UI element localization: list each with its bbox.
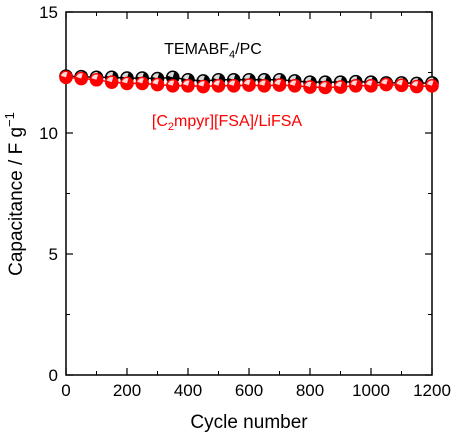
data-point-highlight	[122, 78, 129, 84]
data-point-highlight	[274, 79, 281, 86]
data-point	[120, 76, 134, 91]
data-point-highlight	[198, 75, 205, 81]
data-point	[425, 79, 439, 93]
data-point-highlight	[411, 81, 419, 87]
data-point	[211, 79, 226, 93]
data-point-highlight	[152, 79, 159, 85]
data-point-highlight	[335, 81, 342, 88]
data-point-highlight	[152, 73, 159, 79]
y-axis-title: Capacitance / F g−1	[2, 112, 27, 276]
series-1	[59, 70, 439, 95]
data-point-highlight	[350, 80, 358, 86]
data-point-highlight	[167, 80, 175, 86]
data-point-highlight	[167, 72, 175, 78]
data-point	[104, 75, 119, 89]
y-tick-label: 5	[49, 245, 58, 264]
plot-frame	[65, 11, 433, 376]
data-point	[379, 77, 394, 92]
data-point-highlight	[366, 80, 373, 86]
data-point-highlight	[320, 82, 327, 88]
x-tick-label: 0	[61, 381, 70, 400]
data-point	[59, 70, 73, 85]
data-point-highlight	[228, 80, 236, 86]
data-point	[333, 80, 348, 94]
data-point	[409, 79, 424, 94]
axes	[65, 11, 433, 376]
data-point-highlight	[106, 76, 114, 83]
data-point	[226, 79, 241, 93]
data-point	[364, 79, 378, 93]
data-point	[89, 72, 104, 87]
data-point-highlight	[396, 80, 403, 86]
data-point-highlight	[213, 74, 220, 80]
annotation-red-sub: 2	[168, 121, 174, 133]
data-point-highlight	[228, 74, 236, 80]
data-point	[287, 79, 302, 93]
data-point	[150, 77, 165, 92]
data-point-highlight	[427, 80, 434, 86]
data-point-highlight	[244, 79, 251, 86]
data-point	[135, 76, 150, 91]
x-axis-title: Cycle number	[190, 412, 308, 433]
data-point	[272, 78, 287, 92]
data-point-highlight	[289, 80, 297, 86]
x-tick-label: 1000	[352, 381, 390, 400]
data-point	[74, 71, 89, 86]
data-point	[165, 79, 180, 93]
data-point-highlight	[305, 81, 312, 88]
annotation-temabf4-pc: TEMABF4/PC	[164, 41, 262, 61]
annotation-black-post: /PC	[235, 41, 262, 58]
annotation-black-sub: 4	[229, 49, 235, 61]
data-point-highlight	[198, 81, 205, 87]
data-point-highlight	[137, 78, 144, 84]
data-point-highlight	[213, 80, 220, 86]
data-point	[257, 79, 272, 93]
annotation-black-pre: TEMABF	[164, 41, 229, 58]
annotation-c2mpyr-fsa-lifsa: [C2mpyr][FSA]/LiFSA	[152, 113, 302, 133]
data-point	[303, 80, 317, 94]
data-series	[59, 69, 439, 95]
x-tick-label: 1200	[413, 381, 451, 400]
y-axis-title-superscript: −1	[2, 112, 17, 127]
y-tick-label: 15	[39, 3, 58, 22]
y-tick-label: 10	[39, 124, 58, 143]
x-tick-label: 600	[235, 381, 263, 400]
x-tick-label: 800	[296, 381, 324, 400]
data-point-highlight	[183, 74, 190, 80]
data-point	[242, 78, 256, 92]
data-point-highlight	[61, 72, 68, 78]
data-point	[196, 79, 211, 94]
x-tick-label: 200	[113, 381, 141, 400]
data-point	[318, 80, 333, 95]
y-axis-title-main: Capacitance / F g	[6, 127, 27, 276]
data-point-highlight	[381, 79, 388, 85]
data-point-highlight	[259, 80, 266, 86]
ticks: 0 200 400 600 800 1000 1200 0 5 10 15	[39, 3, 451, 400]
data-point	[348, 79, 363, 93]
data-point	[394, 78, 409, 93]
data-point-highlight	[259, 74, 266, 80]
annotation-red-post: mpyr][FSA]/LiFSA	[174, 113, 302, 130]
data-point-highlight	[76, 73, 83, 79]
data-point	[181, 79, 195, 93]
x-tick-label: 400	[174, 381, 202, 400]
data-point-highlight	[91, 74, 98, 80]
annotation-red-pre: [C	[152, 113, 168, 130]
data-point-highlight	[183, 80, 190, 86]
y-tick-label: 0	[49, 366, 58, 385]
